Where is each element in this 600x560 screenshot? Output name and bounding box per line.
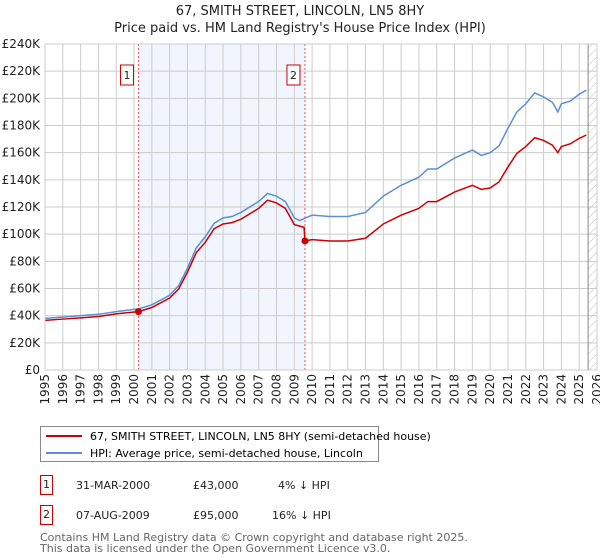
transaction-price: £95,000 [193,509,239,522]
x-tick-label: 2004 [198,374,212,405]
hpi-line [44,89,587,320]
y-tick-label: £200K [2,91,42,105]
transaction-hpi: 16% ↓ HPI [272,509,331,522]
transaction-date: 07-AUG-2009 [76,509,150,522]
transaction-badge: 2 [40,505,53,525]
transaction-hpi: 4% ↓ HPI [278,479,330,492]
legend: 67, SMITH STREET, LINCOLN, LN5 8HY (semi… [40,426,431,462]
y-tick-label: £180K [2,119,42,133]
legend-label: HPI: Average price, semi-detached house,… [90,446,363,460]
x-tick-label: 1998 [91,374,105,405]
plot-frame [44,43,598,371]
x-tick-label: 2014 [376,374,390,405]
x-tick-label: 2011 [323,374,337,405]
y-tick-label: £140K [2,173,42,187]
transaction-badge: 1 [40,475,53,495]
x-tick-label: 2013 [359,374,373,405]
x-tick-label: 2019 [465,374,479,405]
legend-swatch-blue [46,452,82,454]
transaction-date: 31-MAR-2000 [76,479,151,492]
sale-marker-label: 2 [290,69,297,82]
x-tick-label: 2006 [234,374,248,405]
x-tick-label: 2001 [145,374,159,405]
footer-line: This data is licensed under the Open Gov… [40,542,391,555]
x-tick-label: 2005 [216,374,230,405]
x-tick-label: 2023 [537,374,551,405]
x-tick-label: 1999 [109,374,123,405]
y-tick-label: £0 [25,363,40,377]
y-tick-label: £120K [2,200,42,214]
legend-item-property: 67, SMITH STREET, LINCOLN, LN5 8HY (semi… [41,428,431,444]
transaction-price: £43,000 [193,479,239,492]
footer: Contains HM Land Registry data © Crown c… [40,532,468,554]
x-tick-label: 2012 [341,374,355,405]
y-tick-label: £60K [9,282,41,296]
y-tick-label: £160K [2,146,42,160]
x-tick-label: 2010 [305,374,319,405]
x-tick-label: 1997 [74,374,88,405]
x-tick-label: 2025 [572,374,586,405]
sale-point [134,308,142,316]
y-tick-label: £80K [9,254,41,268]
x-tick-label: 2018 [448,374,462,405]
x-tick-label: 2009 [287,374,301,405]
x-tick-label: 2000 [127,374,141,405]
x-tick-label: 2008 [269,374,283,405]
legend-label: 67, SMITH STREET, LINCOLN, LN5 8HY (semi… [90,429,431,443]
sale-marker-box [119,64,134,86]
x-tick-label: 2020 [483,374,497,405]
x-tick-label: 2024 [554,374,568,405]
x-tick-label: 2002 [163,374,177,405]
legend-item-hpi: HPI: Average price, semi-detached house,… [41,445,363,461]
x-tick-label: 1996 [56,374,70,405]
x-tick-label: 2026 [590,374,600,405]
x-tick-label: 2003 [180,374,194,405]
x-tick-label: 2022 [519,374,533,405]
chart-title: 67, SMITH STREET, LINCOLN, LN5 8HY [175,4,425,19]
y-tick-label: £220K [2,64,42,78]
footer-line: Contains HM Land Registry data © Crown c… [40,531,468,544]
property-price-line [44,134,587,322]
y-tick-label: £100K [2,227,42,241]
y-tick-label: £40K [9,309,41,323]
x-tick-label: 1995 [38,374,52,405]
sale-marker-label: 1 [123,69,130,82]
x-tick-label: 2017 [430,374,444,405]
sale-point [301,237,309,245]
x-tick-label: 2021 [501,374,515,405]
x-tick-label: 2016 [412,374,426,405]
x-tick-label: 2015 [394,374,408,405]
chart-subtitle: Price paid vs. HM Land Registry's House … [114,21,486,36]
y-tick-label: £240K [2,37,42,51]
y-tick-label: £20K [9,336,41,350]
sale-marker-box [286,64,301,86]
legend-swatch-red [46,435,82,437]
x-tick-label: 2007 [252,374,266,405]
chart-plot: 1995 1996 1997 1998 1999 2000 2001 2002 2003 2004… [2,37,600,405]
